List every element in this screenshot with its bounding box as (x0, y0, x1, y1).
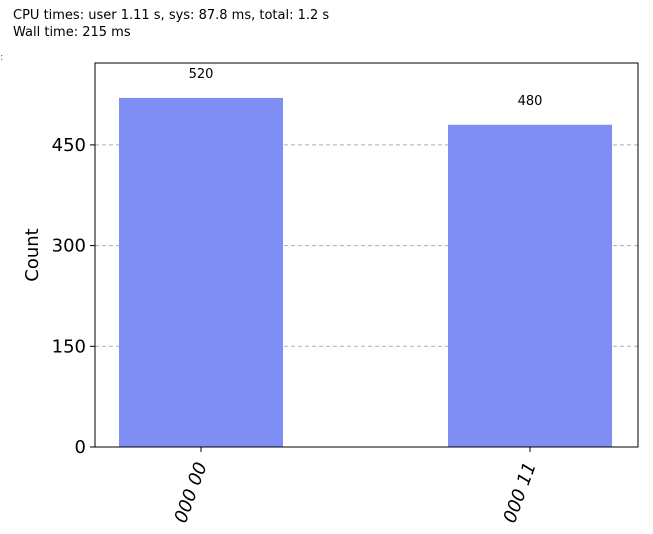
cpu-times-text: CPU times: user 1.11 s, sys: 87.8 ms, to… (13, 8, 330, 23)
y-tick-label-450: 450 (52, 135, 86, 156)
data-label-000-00: 520 (189, 67, 214, 82)
y-axis-label: Count (22, 228, 43, 281)
x-tick-label-000-11: 000 11 (499, 460, 540, 526)
y-tick-label-0: 0 (75, 437, 86, 458)
y-tick-label-150: 150 (52, 336, 86, 357)
wall-time-text: Wall time: 215 ms (13, 25, 131, 40)
output-prompt-mark: : (0, 52, 4, 63)
x-tick-label-000-00: 000 00 (170, 460, 211, 526)
cell-output: CPU times: user 1.11 s, sys: 87.8 ms, to… (13, 7, 329, 41)
y-tick-label-300: 300 (52, 236, 86, 257)
data-label-000-11: 480 (518, 94, 543, 109)
plot-frame (94, 62, 639, 448)
bar-000-11 (448, 124, 612, 447)
bar-000-00 (119, 97, 283, 447)
